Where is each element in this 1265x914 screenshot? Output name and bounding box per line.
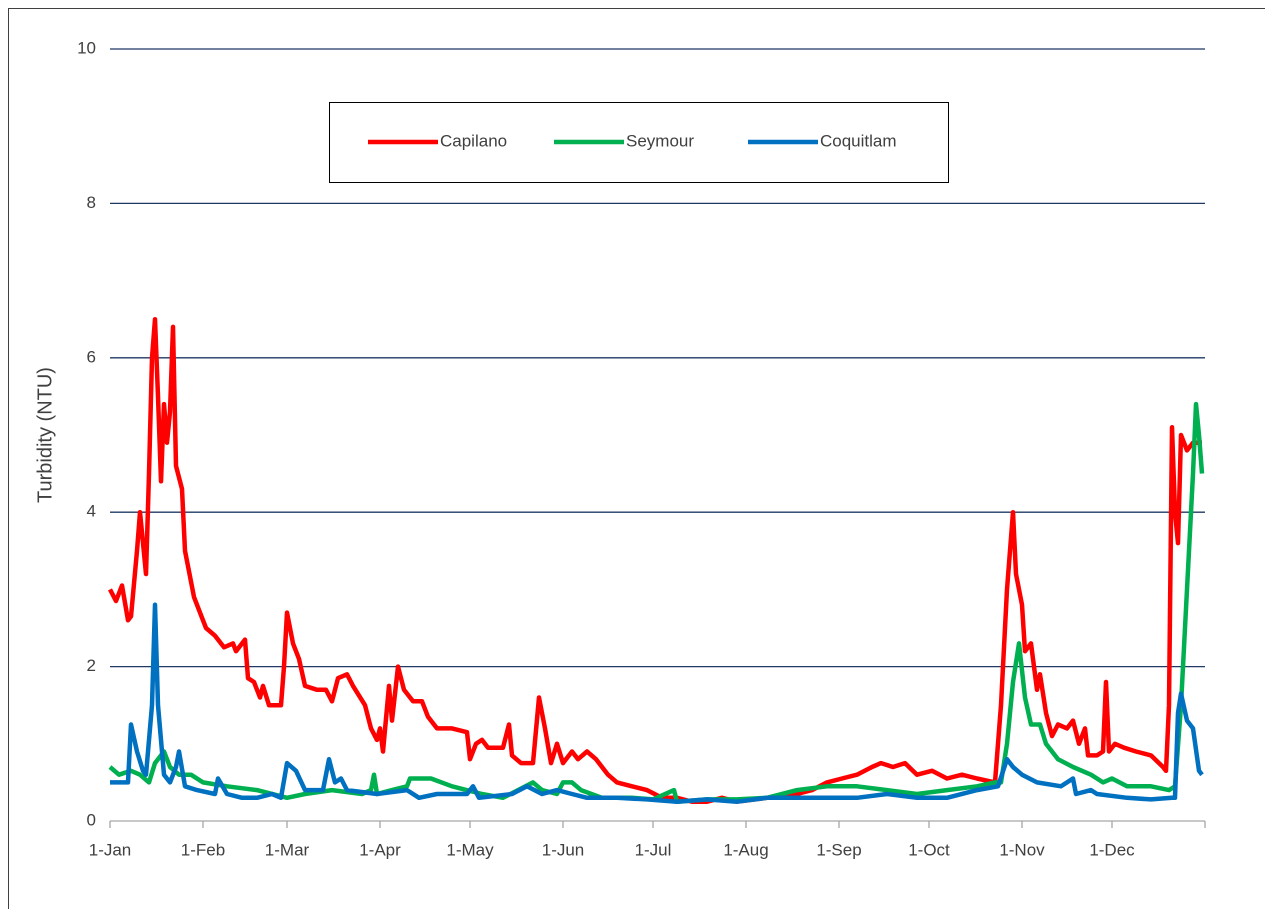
x-tick-label: 1-Aug <box>723 840 768 859</box>
x-tick-label: 1-Mar <box>265 840 310 859</box>
x-tick-label: 1-Jan <box>89 840 132 859</box>
x-tick-label: 1-Jul <box>635 840 672 859</box>
y-tick-label: 2 <box>87 656 96 675</box>
y-axis-label: Turbidity (NTU) <box>34 367 56 503</box>
x-tick-label: 1-Jun <box>542 840 585 859</box>
x-tick-label: 1-Apr <box>359 840 401 859</box>
y-tick-label: 4 <box>87 502 96 521</box>
y-tick-label: 10 <box>77 38 96 57</box>
x-tick-label: 1-Nov <box>999 840 1045 859</box>
y-tick-label: 8 <box>87 193 96 212</box>
y-tick-label: 6 <box>87 347 96 366</box>
x-tick-label: 1-Oct <box>908 840 950 859</box>
x-tick-label: 1-Feb <box>181 840 225 859</box>
legend-label: Seymour <box>626 131 694 150</box>
y-tick-label: 0 <box>87 810 96 829</box>
legend-label: Capilano <box>440 131 507 150</box>
legend-label: Coquitlam <box>820 131 897 150</box>
x-tick-label: 1-Sep <box>816 840 861 859</box>
x-tick-label: 1-Dec <box>1089 840 1135 859</box>
x-tick-label: 1-May <box>446 840 494 859</box>
